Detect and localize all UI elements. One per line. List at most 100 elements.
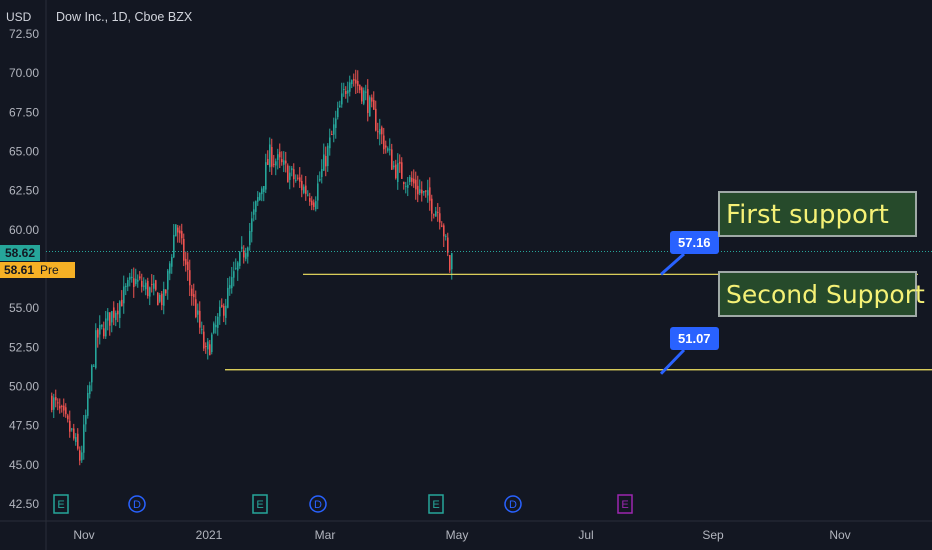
candle <box>69 410 71 438</box>
candle <box>115 310 117 327</box>
candle <box>381 125 383 145</box>
candle <box>83 414 85 460</box>
candle <box>181 223 183 245</box>
candle <box>105 310 107 339</box>
candle <box>417 175 419 203</box>
candle <box>185 251 187 272</box>
candle <box>57 398 59 411</box>
candle <box>209 339 211 356</box>
candle <box>347 81 349 103</box>
candle <box>309 192 311 206</box>
candle <box>419 179 421 196</box>
candle <box>179 225 181 243</box>
candle <box>265 153 267 194</box>
callout-second-support[interactable]: 51.07 <box>670 327 719 350</box>
candle <box>203 325 205 352</box>
candle <box>311 196 313 211</box>
candle <box>153 274 155 296</box>
candle <box>385 140 387 154</box>
candle <box>443 223 445 248</box>
candle <box>247 246 249 264</box>
candle <box>367 79 369 122</box>
dividend-marker-icon[interactable]: D <box>309 495 327 513</box>
candle <box>233 261 235 287</box>
svg-text:E: E <box>256 499 263 511</box>
candle <box>389 138 391 156</box>
candle <box>193 283 195 306</box>
candle <box>283 151 285 173</box>
candle <box>109 312 111 336</box>
candle <box>371 94 373 108</box>
earnings-marker-icon[interactable]: E <box>617 494 633 514</box>
candle <box>167 268 169 300</box>
candle <box>183 233 185 267</box>
y-tick-label: 62.50 <box>9 184 39 198</box>
candle <box>365 84 367 101</box>
candle <box>445 234 447 241</box>
candle <box>61 404 63 413</box>
candle <box>429 177 431 211</box>
candle <box>411 171 413 187</box>
candle <box>431 194 433 222</box>
candle <box>435 206 437 217</box>
earnings-marker-icon[interactable]: E <box>428 494 444 514</box>
candle <box>387 146 389 153</box>
candle <box>357 70 359 94</box>
candle <box>113 301 115 326</box>
candle <box>121 290 123 307</box>
candle <box>97 327 99 348</box>
candle <box>345 86 347 99</box>
candle <box>289 165 291 190</box>
candle <box>161 290 163 311</box>
candle <box>51 392 53 413</box>
candle <box>331 130 333 136</box>
candle <box>53 393 55 418</box>
candle <box>241 236 243 252</box>
candle <box>123 275 125 314</box>
candle <box>397 153 399 190</box>
candle <box>403 181 405 190</box>
candle <box>143 277 145 291</box>
earnings-marker-icon[interactable]: E <box>252 494 268 514</box>
candle <box>297 174 299 181</box>
candle <box>107 308 109 331</box>
candle <box>93 364 95 367</box>
candle <box>225 298 227 325</box>
x-tick-label: May <box>446 528 469 542</box>
candle <box>221 298 223 308</box>
earnings-marker-icon[interactable]: E <box>53 494 69 514</box>
candle <box>285 151 287 173</box>
candle <box>89 381 91 399</box>
candle <box>139 271 141 281</box>
candle <box>249 222 251 251</box>
callout-second-pointer <box>659 348 686 375</box>
dividend-marker-icon[interactable]: D <box>504 495 522 513</box>
candle <box>71 427 73 432</box>
candle <box>189 259 191 297</box>
candle <box>207 338 209 360</box>
candle <box>145 279 147 296</box>
candle <box>439 206 441 230</box>
note-second-support[interactable]: Second Support <box>718 271 925 317</box>
premarket-price-value: 58.61 <box>4 263 35 277</box>
note-first-support[interactable]: First support <box>718 191 917 237</box>
candle <box>269 137 271 172</box>
candle <box>177 224 179 243</box>
candle <box>315 196 317 212</box>
chart-title: Dow Inc., 1D, Cboe BZX <box>56 10 193 24</box>
candle <box>103 321 105 339</box>
candle <box>299 167 301 188</box>
candle <box>303 184 305 195</box>
candle <box>229 276 231 296</box>
dividend-marker-icon[interactable]: D <box>128 495 146 513</box>
candle <box>425 190 427 198</box>
premarket-label: Pre <box>40 263 59 277</box>
candle <box>73 423 75 441</box>
candle <box>405 181 407 194</box>
candle <box>135 268 137 287</box>
callout-first-support[interactable]: 57.16 <box>670 231 719 254</box>
candle <box>77 428 79 451</box>
candle <box>351 79 353 89</box>
